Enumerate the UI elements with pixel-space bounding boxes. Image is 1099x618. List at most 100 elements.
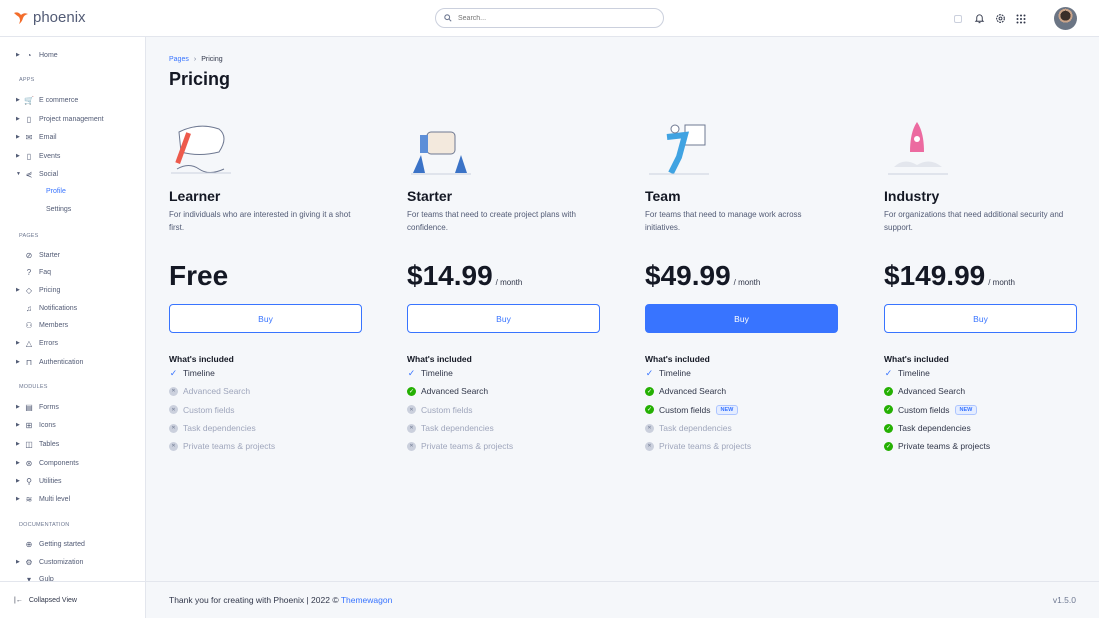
sidebar-item-label: Multi level xyxy=(39,495,71,503)
sidebar-item-home[interactable]: ▶ ◔ Home xyxy=(16,49,58,61)
sidebar-item-icons[interactable]: ▶ ⊞ Icons xyxy=(16,419,56,431)
bell-icon[interactable] xyxy=(973,13,985,25)
sidebar-item-label: Social xyxy=(39,170,59,178)
x-circle-icon: ✕ xyxy=(645,423,654,433)
sidebar-item-authentication[interactable]: ▶ ⊓ Authentication xyxy=(16,356,83,368)
feature-item: ✓ Private teams & projects xyxy=(884,437,1077,455)
sidebar-item-starter[interactable]: ⊘ Starter xyxy=(16,249,60,261)
check-icon: ✓ xyxy=(169,367,178,378)
sidebar-item-errors[interactable]: ▶ △ Errors xyxy=(16,337,58,349)
chevron-down-icon: ▼ xyxy=(16,171,21,177)
avatar[interactable] xyxy=(1054,7,1077,30)
chevron-right-icon: ▶ xyxy=(16,153,20,159)
sidebar-item-social[interactable]: ▼ ⋞ Social xyxy=(16,168,58,180)
check-icon: ✓ xyxy=(645,367,654,378)
whats-included-heading: What's included xyxy=(169,354,234,364)
feature-label: Private teams & projects xyxy=(421,441,514,452)
buy-button[interactable]: Buy xyxy=(884,304,1077,333)
logo[interactable]: phoenix xyxy=(13,9,86,26)
feature-label: Task dependencies xyxy=(659,423,732,434)
feature-item: ✕ Private teams & projects xyxy=(645,437,838,455)
buy-button[interactable]: Buy xyxy=(645,304,838,333)
sidebar-item-tables[interactable]: ▶ ◫ Tables xyxy=(16,438,59,450)
sidebar-item-notifications[interactable]: ♫ Notifications xyxy=(16,302,77,314)
buy-button[interactable]: Buy xyxy=(169,304,362,333)
team-illustration xyxy=(649,124,709,175)
new-badge: NEW xyxy=(954,404,978,415)
sidebar-item-label: Faq xyxy=(39,268,52,276)
theme-toggle-icon[interactable] xyxy=(952,13,964,25)
chevron-right-icon: ▶ xyxy=(16,441,20,447)
price-period: / month xyxy=(495,278,523,287)
sidebar-item-pricing[interactable]: ▶ ◇ Pricing xyxy=(16,284,60,296)
feature-item: ✕ Custom fields xyxy=(169,401,362,419)
sidebar-item-getting-started[interactable]: ⊕ Getting started xyxy=(16,538,85,550)
feature-item: ✓ Advanced Search xyxy=(645,382,838,400)
feature-item: ✓ Timeline xyxy=(884,364,1077,382)
whats-included-heading: What's included xyxy=(645,354,710,364)
plan-description: For teams that need to create project pl… xyxy=(407,210,576,232)
collapsed-view-button[interactable]: |← Collapsed View xyxy=(0,581,145,618)
sidebar-item-gulp[interactable]: ▾ Gulp xyxy=(16,573,54,585)
search-input[interactable] xyxy=(458,14,648,22)
plan-name: Starter xyxy=(407,188,453,204)
logo-text: phoenix xyxy=(33,9,86,26)
gear-icon[interactable] xyxy=(994,13,1006,25)
feature-item: ✕ Advanced Search xyxy=(169,382,362,400)
sidebar-item-multi-level[interactable]: ▶ ≋ Multi level xyxy=(16,493,70,505)
sidebar-item-label: Email xyxy=(39,133,57,141)
chevron-right-icon: ▶ xyxy=(16,496,20,502)
collapse-icon: |← xyxy=(14,596,23,604)
check-circle-icon: ✓ xyxy=(407,386,416,396)
sidebar-item-forms[interactable]: ▶ ▤ Forms xyxy=(16,401,59,413)
sidebar-subitem-profile[interactable]: Profile xyxy=(46,188,66,195)
sidebar-item-e-commerce[interactable]: ▶ 🛒 E commerce xyxy=(16,94,78,106)
feature-item: ✓ Task dependencies xyxy=(884,419,1077,437)
clipboard-icon: ▯ xyxy=(26,151,32,161)
help-icon: ? xyxy=(26,267,32,277)
feature-label: Timeline xyxy=(421,368,453,379)
plan-price: $14.99 xyxy=(407,260,493,291)
file-icon: ▤ xyxy=(25,402,33,412)
sidebar-section-label: PAGES xyxy=(19,233,39,239)
feature-item: ✕ Private teams & projects xyxy=(169,437,362,455)
chevron-right-icon: ▶ xyxy=(16,340,20,346)
plan-description: For organizations that need additional s… xyxy=(884,210,1064,232)
check-circle-icon: ✓ xyxy=(884,441,893,451)
sidebar-subitem-settings[interactable]: Settings xyxy=(46,206,72,213)
layers-icon: ≋ xyxy=(25,494,33,504)
apps-grid-icon[interactable] xyxy=(1015,13,1027,25)
chevron-right-icon: ▶ xyxy=(16,134,20,140)
signature-illustration xyxy=(171,125,231,174)
sidebar-item-label: Errors xyxy=(39,339,59,347)
buy-button[interactable]: Buy xyxy=(407,304,600,333)
check-circle-icon: ✓ xyxy=(645,386,654,396)
pricing-card-team: Team For teams that need to manage work … xyxy=(645,117,838,455)
sidebar-item-faq[interactable]: ? Faq xyxy=(16,266,51,278)
breadcrumb-current: Pricing xyxy=(201,56,223,63)
x-circle-icon: ✕ xyxy=(645,441,654,451)
sidebar-item-members[interactable]: ⚇ Members xyxy=(16,319,68,331)
sidebar-section-label: MODULES xyxy=(19,384,48,390)
chevron-right-icon: ▶ xyxy=(16,478,20,484)
x-circle-icon: ✕ xyxy=(407,441,416,451)
x-circle-icon: ✕ xyxy=(407,405,416,415)
sidebar-item-customization[interactable]: ▶ ⚙ Customization xyxy=(16,556,83,568)
settings-icon: ⚙ xyxy=(25,557,33,567)
search-box[interactable] xyxy=(435,8,664,28)
sidebar-item-project-management[interactable]: ▶ ▯ Project management xyxy=(16,113,104,125)
feature-label: Advanced Search xyxy=(183,386,251,397)
bell-icon: ♫ xyxy=(26,303,32,313)
themewagon-link[interactable]: Themewagon xyxy=(340,595,393,605)
breadcrumb-pages-link[interactable]: Pages xyxy=(169,56,189,63)
sidebar-item-email[interactable]: ▶ ✉ Email xyxy=(16,131,57,143)
sidebar-item-events[interactable]: ▶ ▯ Events xyxy=(16,150,60,162)
new-badge: NEW xyxy=(715,404,739,415)
sidebar-item-components[interactable]: ▶ ⊛ Components xyxy=(16,457,79,469)
sidebar-item-label: Icons xyxy=(39,421,56,429)
pricing-card-learner: Learner For individuals who are interest… xyxy=(169,117,362,455)
sidebar-item-utilities[interactable]: ▶ ⚲ Utilities xyxy=(16,475,62,487)
x-circle-icon: ✕ xyxy=(169,386,178,396)
check-circle-icon: ✓ xyxy=(884,423,893,433)
chevron-right-icon: ▶ xyxy=(16,460,20,466)
